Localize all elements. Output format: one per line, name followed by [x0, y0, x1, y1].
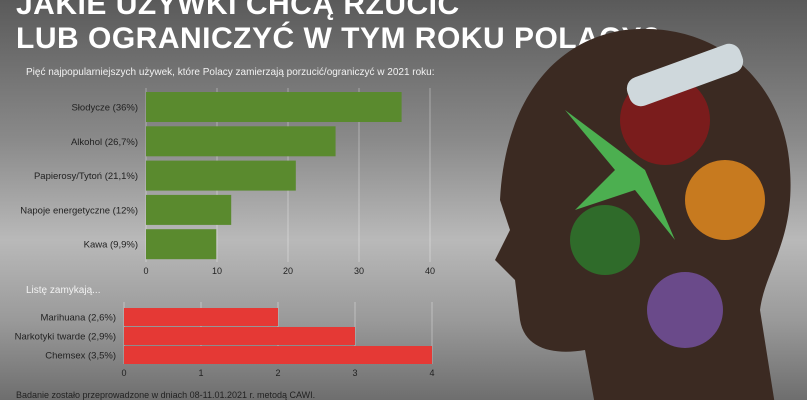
head-illustration [495, 28, 791, 400]
x-tick-label: 0 [143, 266, 148, 276]
x-tick-label: 2 [275, 368, 280, 378]
category-label: Chemsex (3,5%) [45, 351, 116, 362]
bar [124, 327, 355, 345]
bar [146, 229, 217, 260]
category-label: Napoje energetyczne (12%) [20, 205, 138, 216]
chart2-title: Listę zamykają... [26, 285, 101, 296]
bar [146, 92, 402, 122]
bar [146, 160, 296, 191]
category-label: Papierosy/Tytoń (21,1%) [34, 171, 138, 182]
x-tick-label: 10 [212, 266, 222, 276]
x-tick-label: 4 [429, 368, 434, 378]
x-tick-label: 40 [425, 266, 435, 276]
x-tick-label: 30 [354, 266, 364, 276]
category-label: Narkotyki twarde (2,9%) [15, 332, 116, 343]
x-tick-label: 1 [198, 368, 203, 378]
title-line-2: LUB OGRANICZYĆ W TYM ROKU POLACY? [16, 22, 661, 55]
category-label: Alkohol (26,7%) [71, 137, 138, 148]
bar [146, 126, 336, 157]
x-tick-label: 20 [283, 266, 293, 276]
x-tick-label: 3 [352, 368, 357, 378]
x-tick-label: 0 [121, 368, 126, 378]
bar [124, 308, 278, 326]
footer-note: Badanie zostało przeprowadzone w dniach … [16, 390, 316, 400]
bar [146, 194, 232, 225]
title-line-1: JAKIE UŻYWKI CHCĄ RZUCIĆ [16, 0, 460, 21]
bar [124, 346, 432, 364]
category-label: Słodycze (36%) [71, 103, 138, 114]
chart1-title: Pięć najpopularniejszych używek, które P… [26, 67, 435, 78]
category-label: Marihuana (2,6%) [40, 313, 116, 324]
category-label: Kawa (9,9%) [84, 240, 138, 251]
